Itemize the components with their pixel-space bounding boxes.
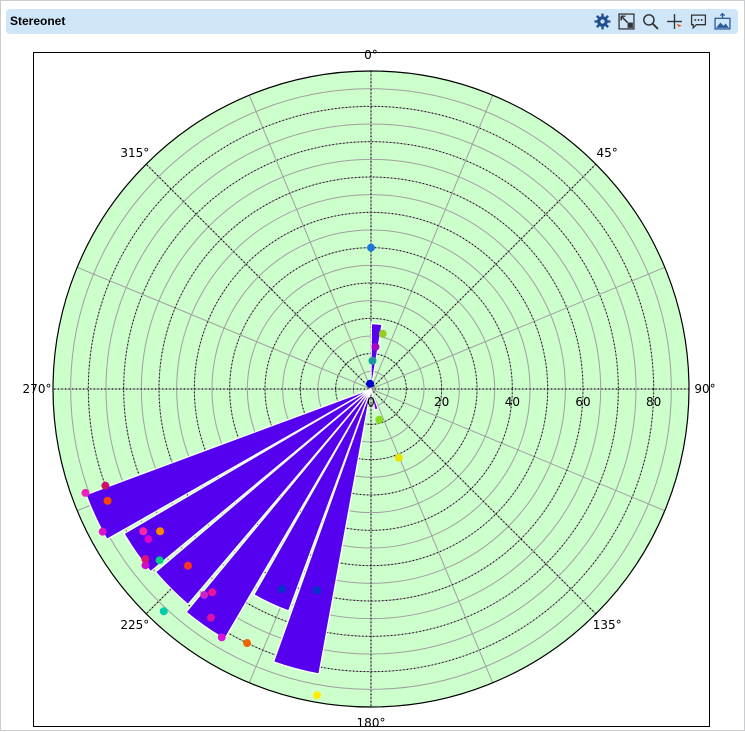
rose-petal — [123, 388, 372, 573]
data-point — [378, 329, 387, 338]
data-point — [367, 243, 375, 252]
export-image-icon — [714, 13, 731, 30]
data-point — [144, 535, 153, 544]
data-point — [81, 488, 90, 497]
outer-circle — [52, 70, 690, 708]
rose-petal — [272, 388, 372, 675]
azimuth-label: 225° — [120, 618, 149, 632]
azimuth-label: 90° — [694, 382, 715, 396]
data-point — [183, 561, 192, 570]
grid-ring — [70, 88, 672, 690]
grid-ring — [105, 123, 637, 655]
data-point — [277, 585, 286, 594]
data-point — [206, 613, 215, 622]
rose-petal — [370, 388, 379, 411]
zoom-icon — [643, 14, 659, 30]
azimuth-label: 180° — [357, 716, 386, 730]
zoom-extents-button[interactable] — [617, 12, 636, 31]
data-point — [159, 607, 168, 616]
dotted-ring — [87, 105, 655, 673]
export-image-button[interactable] — [713, 12, 732, 31]
data-point — [155, 556, 164, 565]
dotted-ring — [123, 141, 619, 637]
grid-ring — [246, 264, 496, 514]
data-point — [200, 590, 209, 599]
data-point — [141, 555, 150, 564]
data-point — [98, 527, 107, 536]
settings-icon — [594, 13, 611, 30]
data-point — [217, 633, 226, 642]
radial-tick-label: 20 — [434, 395, 449, 409]
azimuth-label: 0° — [364, 48, 378, 62]
dotted-ring — [158, 176, 584, 602]
dotted-ring — [193, 211, 549, 567]
azimuth-label: 135° — [593, 618, 622, 632]
rose-petal — [253, 388, 372, 612]
radial-tick-label: 80 — [646, 395, 661, 409]
crosshair-button[interactable] — [665, 12, 684, 31]
rose-petal — [370, 323, 383, 390]
dotted-ring — [229, 247, 513, 531]
dotted-ring — [264, 282, 478, 496]
dotted-ring — [299, 317, 443, 461]
window-title: Stereonet — [10, 14, 66, 28]
data-point — [368, 356, 377, 365]
data-point — [366, 379, 375, 388]
azimuth-label: 270° — [23, 382, 52, 396]
data-point — [375, 415, 384, 424]
zoom-button[interactable] — [641, 12, 660, 31]
data-point — [101, 481, 110, 490]
azimuth-label: 45° — [597, 146, 618, 160]
data-point — [243, 639, 252, 648]
data-point — [103, 496, 112, 505]
comment-icon — [690, 14, 707, 30]
crosshair-icon — [667, 14, 682, 29]
data-point — [141, 561, 150, 570]
azimuth-label: 315° — [120, 146, 149, 160]
data-point — [313, 691, 322, 700]
comment-button[interactable] — [689, 12, 708, 31]
zoom-extents-icon — [618, 13, 635, 30]
grid-ring — [282, 300, 460, 478]
data-point — [156, 527, 165, 536]
radial-tick-label: 0 — [367, 395, 375, 409]
rose-petal — [154, 388, 372, 606]
data-point — [313, 586, 322, 595]
data-point — [371, 342, 380, 351]
data-point — [139, 527, 148, 536]
radial-tick-label: 60 — [575, 395, 590, 409]
radial-tick-label: 40 — [505, 395, 520, 409]
title-bar: Stereonet — [6, 9, 738, 34]
settings-button[interactable] — [593, 12, 612, 31]
chart-toolbar — [593, 12, 732, 31]
data-point — [208, 588, 217, 597]
data-point — [394, 453, 403, 462]
